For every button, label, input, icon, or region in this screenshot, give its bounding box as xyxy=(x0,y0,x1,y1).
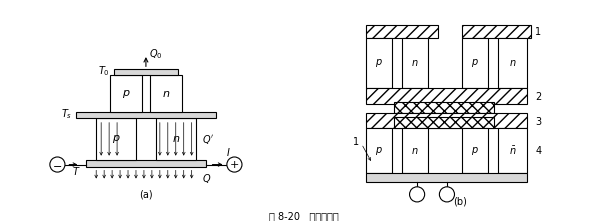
Text: (a): (a) xyxy=(139,189,153,199)
Bar xyxy=(462,128,488,173)
Text: $p$: $p$ xyxy=(122,88,130,99)
Bar xyxy=(498,128,528,173)
Text: $T_0$: $T_0$ xyxy=(98,65,110,78)
Text: $n$: $n$ xyxy=(162,89,170,99)
Circle shape xyxy=(227,157,242,172)
Bar xyxy=(498,38,528,88)
Text: $-$: $-$ xyxy=(52,160,63,170)
Bar xyxy=(96,118,136,160)
Text: $p$: $p$ xyxy=(375,145,383,157)
Text: $-$: $-$ xyxy=(412,189,422,199)
Bar xyxy=(110,75,142,112)
Text: $p$: $p$ xyxy=(375,57,383,69)
Text: 图 8-20   二级热电堆: 图 8-20 二级热电堆 xyxy=(269,211,339,221)
Bar xyxy=(367,88,528,104)
Bar xyxy=(77,112,215,118)
Text: $n$: $n$ xyxy=(509,58,516,68)
Text: $n$: $n$ xyxy=(412,146,419,156)
Bar xyxy=(367,128,392,173)
Text: $\bar{n}$: $\bar{n}$ xyxy=(509,145,516,157)
Circle shape xyxy=(440,187,455,202)
Bar xyxy=(402,128,428,173)
Bar xyxy=(394,102,494,113)
Text: 1: 1 xyxy=(536,27,542,37)
Bar xyxy=(156,118,196,160)
Bar xyxy=(367,25,438,38)
Bar xyxy=(367,173,528,183)
Text: $n$: $n$ xyxy=(171,134,180,144)
Text: 4: 4 xyxy=(536,146,542,156)
Text: 3: 3 xyxy=(536,117,542,127)
Text: $Q_0$: $Q_0$ xyxy=(149,47,162,61)
Bar xyxy=(462,25,531,38)
Bar xyxy=(367,38,392,88)
Text: $p$: $p$ xyxy=(471,57,478,69)
Text: 2: 2 xyxy=(536,92,542,102)
Text: $T$: $T$ xyxy=(72,165,81,177)
Bar xyxy=(394,117,494,128)
Text: $+$: $+$ xyxy=(229,159,240,170)
Text: (b): (b) xyxy=(453,196,467,206)
Text: $T_s$: $T_s$ xyxy=(61,107,72,121)
Text: $n$: $n$ xyxy=(412,58,419,68)
Text: $Q$: $Q$ xyxy=(202,172,211,185)
Bar xyxy=(462,38,488,88)
Bar xyxy=(402,38,428,88)
Bar xyxy=(150,75,182,112)
Text: 1: 1 xyxy=(353,137,359,147)
Circle shape xyxy=(410,187,424,202)
Text: $Q'$: $Q'$ xyxy=(202,133,214,146)
Bar xyxy=(367,113,528,128)
Text: $p$: $p$ xyxy=(471,145,478,157)
Text: $p$: $p$ xyxy=(112,133,120,145)
Bar xyxy=(86,160,206,167)
Text: $+$: $+$ xyxy=(442,189,452,200)
Text: $I$: $I$ xyxy=(226,146,231,158)
Circle shape xyxy=(50,157,65,172)
Bar xyxy=(114,69,178,75)
